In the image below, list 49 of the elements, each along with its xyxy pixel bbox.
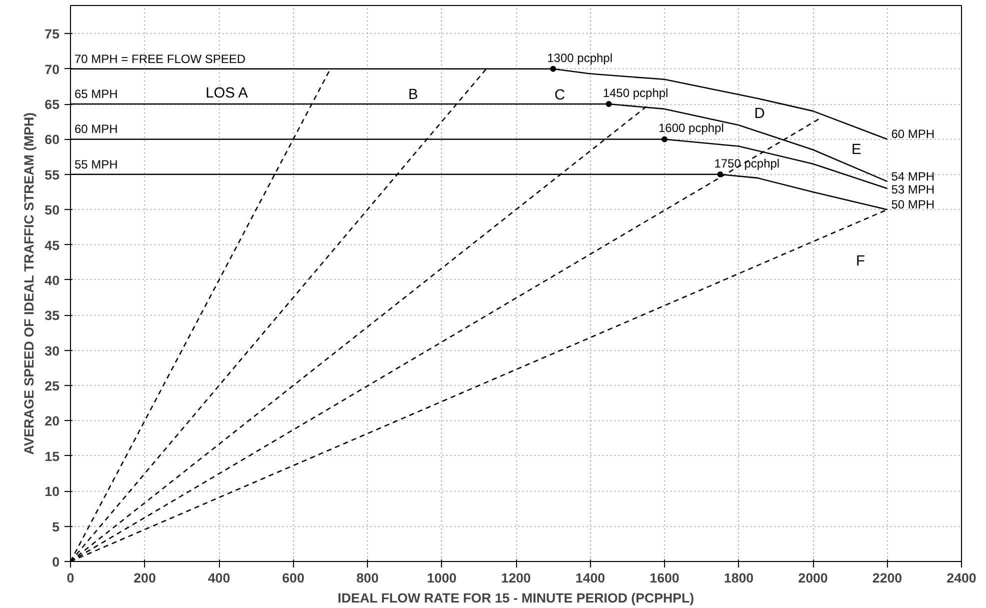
annotation: 1450 pcphpl [602,86,668,100]
x-tick-label: 400 [208,570,230,586]
y-tick-label: 15 [44,448,60,464]
y-tick-label: 35 [44,308,60,324]
x-tick-label: 800 [356,570,379,586]
x-tick-label: 1400 [575,570,606,586]
x-tick-label: 2000 [798,570,828,586]
annotation: 1600 pcphpl [658,121,724,136]
x-tick-label: 200 [134,570,156,586]
annotation: B [408,86,418,103]
y-tick-label: 45 [44,238,60,253]
annotation: 54 MPH [891,169,935,184]
x-tick-label: 2200 [872,570,902,586]
x-tick-label: 0 [66,570,74,586]
y-tick-label: 40 [44,272,60,288]
x-tick-label: 1000 [426,570,457,586]
annotation: 65 MPH [74,87,118,102]
x-tick-label: 1200 [501,570,531,586]
annotation: 53 MPH [891,182,935,197]
annotation: E [852,142,862,158]
x-tick-label: 2400 [946,570,976,586]
y-tick-label: 10 [44,484,60,500]
y-axis-title: AVERAGE SPEED OF IDEAL TRAFFIC STREAM (MPH) [22,112,37,455]
y-tick-label: 55 [44,167,60,182]
annotation: F [856,254,866,270]
annotation: LOS A [206,85,248,102]
annotation: 60 MPH [891,127,935,142]
x-axis-title: IDEAL FLOW RATE FOR 15 - MINUTE PERIOD (PCPHPL) [338,590,694,606]
y-tick-label: 50 [44,202,60,218]
annotation: 60 MPH [74,122,118,136]
x-tick-label: 600 [282,570,304,586]
y-tick-label: 25 [44,378,60,394]
annotation: 55 MPH [74,157,118,172]
y-tick-label: 70 [44,62,60,77]
annotation: C [554,88,566,104]
y-tick-label: 60 [44,132,60,148]
y-tick-label: 5 [52,519,60,534]
annotation: 1750 pcphpl [714,156,780,170]
y-tick-label: 75 [44,26,60,42]
annotation: 50 MPH [891,198,935,212]
y-tick-label: 30 [44,343,60,358]
annotation: D [754,106,765,122]
annotation: 70 MPH = FREE FLOW SPEED [74,52,246,66]
x-tick-label: 1600 [650,570,680,586]
y-tick-label: 20 [44,414,60,429]
y-tick-label: 0 [52,554,60,570]
y-tick-label: 65 [44,97,60,112]
annotation: 1300 pcphpl [547,50,613,65]
x-tick-label: 1800 [724,570,754,586]
